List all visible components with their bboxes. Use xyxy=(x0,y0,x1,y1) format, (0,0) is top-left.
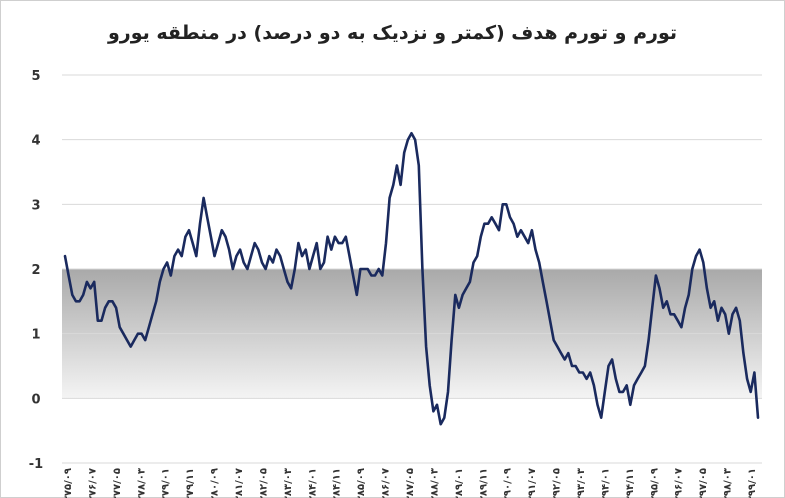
x-tick-label: ۱۳۹۱/۰۷ xyxy=(527,468,538,498)
y-tick-label: 2 xyxy=(31,263,40,278)
x-tick-label: ۱۳۹۶/۰۷ xyxy=(674,468,685,498)
x-tick-label: ۱۳۹۷/۰۵ xyxy=(698,468,709,498)
x-axis-ticks: ۱۳۷۵/۰۹ ۱۳۷۶/۰۷ ۱۳۷۷/۰۵ ۱۳۷۸/۰۳ ۱۳۷۹/۰۱ ۱۳۷۹/… xyxy=(63,468,758,498)
x-tick-label: ۱۳۷۹/۰۱ xyxy=(161,468,172,498)
x-tick-label: ۱۳۹۸/۰۳ xyxy=(723,468,734,498)
gridlines xyxy=(62,74,762,464)
x-tick-label: ۱۳۷۶/۰۷ xyxy=(87,468,98,498)
x-tick-label: ۱۳۹۹/۰۱ xyxy=(747,468,758,498)
y-tick-label: 4 xyxy=(31,134,40,149)
y-tick-label: -1 xyxy=(29,457,43,472)
y-tick-label: 5 xyxy=(31,69,40,84)
x-tick-label: ۱۳۹۰/۰۹ xyxy=(503,468,514,498)
y-tick-label: 0 xyxy=(31,392,40,407)
x-tick-label: ۱۳۷۹/۱۱ xyxy=(185,468,196,498)
x-tick-label: ۱۳۹۵/۰۹ xyxy=(649,468,660,498)
x-tick-label: ۱۳۸۲/۰۵ xyxy=(258,468,269,498)
x-tick-label: ۱۳۸۱/۰۷ xyxy=(234,468,245,498)
x-tick-label: ۱۳۹۳/۰۳ xyxy=(576,468,587,498)
x-tick-label: ۱۳۷۸/۰۳ xyxy=(136,468,147,498)
x-tick-label: ۱۳۹۲/۰۵ xyxy=(552,468,563,498)
y-axis-ticks: 5 4 3 2 1 0 -1 xyxy=(29,69,43,472)
x-tick-label: ۱۳۸۵/۰۹ xyxy=(356,468,367,498)
x-tick-label: ۱۳۸۷/۰۵ xyxy=(405,468,416,498)
y-tick-label: 1 xyxy=(31,328,40,343)
x-tick-label: ۱۳۸۳/۰۳ xyxy=(283,468,294,498)
x-tick-label: ۱۳۹۴/۱۱ xyxy=(625,468,636,498)
x-tick-label: ۱۳۷۵/۰۹ xyxy=(63,468,74,498)
x-tick-label: ۱۳۸۶/۰۷ xyxy=(381,468,392,498)
x-tick-label: ۱۳۸۸/۰۳ xyxy=(429,468,440,498)
x-tick-label: ۱۳۸۴/۰۱ xyxy=(307,468,318,498)
x-tick-label: ۱۳۸۹/۱۱ xyxy=(478,468,489,498)
x-tick-label: ۱۳۸۰/۰۹ xyxy=(210,468,221,498)
x-tick-label: ۱۳۸۹/۰۱ xyxy=(454,468,465,498)
x-tick-label: ۱۳۷۷/۰۵ xyxy=(112,468,123,498)
inflation-series-line xyxy=(63,131,760,426)
x-tick-label: ۱۳۸۴/۱۱ xyxy=(332,468,343,498)
x-tick-label: ۱۳۹۴/۰۱ xyxy=(600,468,611,498)
y-tick-label: 3 xyxy=(31,198,40,213)
chart-title: تورم و تورم هدف (کمتر و نزدیک به دو درصد… xyxy=(107,22,677,44)
